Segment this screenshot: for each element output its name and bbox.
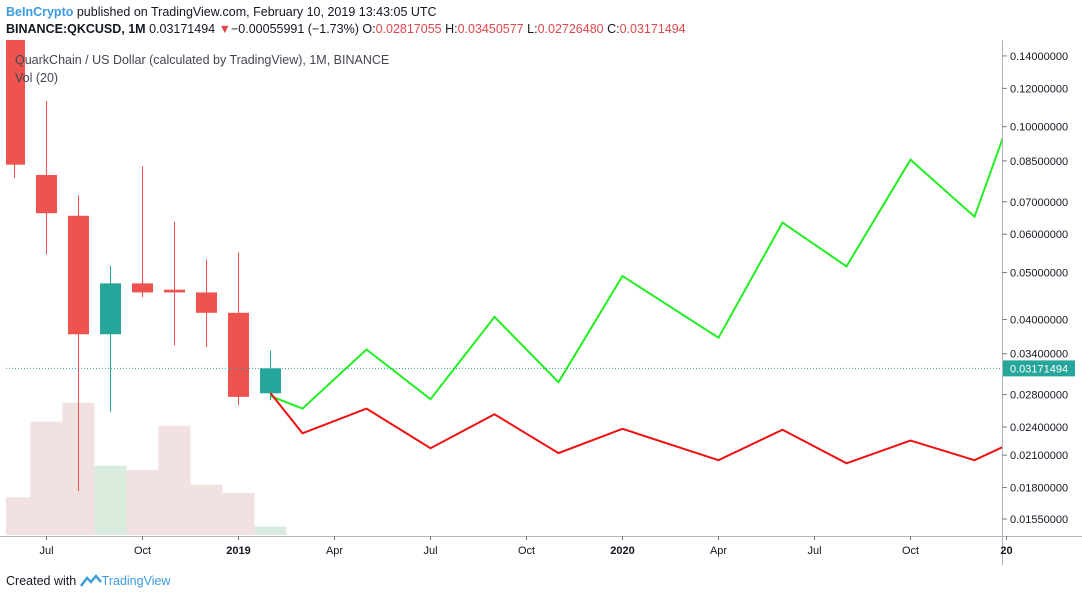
price-tick-label: 0.12000000 xyxy=(1010,83,1068,95)
candle xyxy=(260,350,281,401)
price-tick-label: 0.03400000 xyxy=(1010,349,1068,361)
tradingview-link[interactable]: TradingView xyxy=(101,574,171,588)
open-label: O: xyxy=(362,22,376,36)
candle xyxy=(68,195,89,492)
volume-bar xyxy=(6,497,31,535)
time-tick-label: Oct xyxy=(902,545,919,557)
last-price-text: 0.03171494 xyxy=(149,22,216,36)
time-tick-label: 2020 xyxy=(610,545,634,557)
close-value: 0.03171494 xyxy=(619,22,686,36)
symbol-line: BINANCE:QKCUSD, 1M 0.03171494 ▼−0.000559… xyxy=(6,21,686,38)
candle-body xyxy=(6,40,25,165)
open-value: 0.02817055 xyxy=(375,22,442,36)
change-arrow-icon: ▼ xyxy=(218,22,231,36)
high-value: 0.03450577 xyxy=(457,22,524,36)
candle-body xyxy=(68,215,89,335)
chart-title: QuarkChain / US Dollar (calculated by Tr… xyxy=(15,53,389,67)
last-price-label: 0.03171494 xyxy=(1010,363,1068,375)
price-tick-label: 0.14000000 xyxy=(1010,51,1068,63)
high-label: H: xyxy=(445,22,458,36)
time-tick-label: Jul xyxy=(423,545,437,557)
candle xyxy=(100,265,121,412)
candle-body xyxy=(196,292,217,313)
volume-bar xyxy=(190,484,223,535)
candle-body xyxy=(164,289,185,293)
volume-bar xyxy=(94,465,127,535)
time-tick-label: Apr xyxy=(326,545,343,557)
price-tick-label: 0.07000000 xyxy=(1010,197,1068,209)
volume-bar xyxy=(126,469,159,535)
price-tick-label: 0.08500000 xyxy=(1010,156,1068,168)
time-tick-label: Oct xyxy=(518,545,535,557)
volume-bar xyxy=(254,526,287,535)
low-value: 0.02726480 xyxy=(537,22,604,36)
candle-body xyxy=(36,174,57,214)
publisher-line: BeInCrypto published on TradingView.com,… xyxy=(6,4,437,21)
published-text: published on TradingView.com, February 1… xyxy=(73,5,437,19)
price-tick-label: 0.10000000 xyxy=(1010,122,1068,134)
price-tick-label: 0.05000000 xyxy=(1010,268,1068,280)
price-tick-label: 0.04000000 xyxy=(1010,315,1068,327)
tradingview-logo-icon xyxy=(79,574,102,587)
price-tick-label: 0.02400000 xyxy=(1010,422,1068,434)
price-tick-label: 0.01800000 xyxy=(1010,483,1068,495)
candle xyxy=(36,101,57,255)
low-label: L: xyxy=(527,22,538,36)
time-tick-label: Jul xyxy=(807,545,821,557)
candle-body xyxy=(100,283,121,335)
time-tick-label: 2019 xyxy=(226,545,250,557)
candle xyxy=(196,259,217,348)
volume-bar xyxy=(158,425,191,535)
change-text: −0.00055991 (−1.73%) xyxy=(230,22,359,36)
close-label: C: xyxy=(607,22,620,36)
created-with-text: Created with xyxy=(6,574,77,588)
bullish-projection-line xyxy=(270,137,1002,410)
price-chart[interactable]: 0.14000000 0.12000000 0.10000000 0.08500000… xyxy=(0,40,1082,565)
time-tick-label: Oct xyxy=(134,545,151,557)
volume-bar xyxy=(30,421,63,535)
time-tick-label: 20 xyxy=(1000,545,1012,557)
price-tick-label: 0.01550000 xyxy=(1010,514,1068,526)
candle-body xyxy=(228,312,249,397)
price-tick-label: 0.02800000 xyxy=(1010,390,1068,402)
candle-body xyxy=(132,283,153,293)
volume-indicator-label: Vol (20) xyxy=(15,71,58,85)
last-price-badge xyxy=(1003,360,1075,377)
bearish-projection-line xyxy=(269,392,1002,465)
price-tick-label: 0.02100000 xyxy=(1010,450,1068,462)
price-tick-label: 0.06000000 xyxy=(1010,229,1068,241)
symbol-label: BINANCE:QKCUSD, 1M xyxy=(6,22,146,36)
footer: Created with TradingView xyxy=(6,574,170,588)
candle xyxy=(164,221,185,346)
candle-body xyxy=(260,368,281,394)
time-tick-label: Jul xyxy=(39,545,53,557)
candle xyxy=(132,166,153,298)
time-tick-label: Apr xyxy=(710,545,727,557)
brand-link[interactable]: BeInCrypto xyxy=(6,5,74,19)
candle xyxy=(6,40,25,179)
volume-bar xyxy=(222,493,255,535)
candle xyxy=(228,252,249,406)
